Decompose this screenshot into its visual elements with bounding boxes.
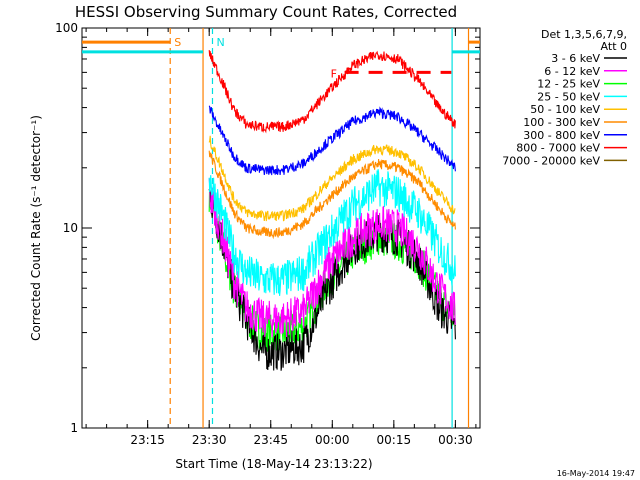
attenuator-lines	[82, 28, 480, 428]
series-line	[208, 169, 456, 296]
legend-label: 25 - 50 keV	[537, 90, 600, 103]
y-tick-label: 1	[70, 421, 78, 435]
series-line	[208, 50, 456, 134]
x-tick-label: 00:15	[377, 433, 412, 447]
legend-label: 6 - 12 keV	[544, 65, 600, 78]
legend-label: 12 - 25 keV	[537, 78, 600, 91]
state-marker-label: F	[331, 67, 337, 80]
legend-label: 800 - 7000 keV	[516, 142, 600, 155]
x-axis: 23:15 23:30 23:45 00:00 00:15 00:30	[85, 28, 477, 447]
state-marker-label: N	[216, 36, 224, 49]
y-axis: 1 10 100	[55, 21, 480, 435]
legend-label: 3 - 6 keV	[551, 52, 600, 65]
x-axis-label: Start Time (18-May-14 23:13:22)	[175, 457, 372, 471]
state-markers: S N F	[174, 36, 337, 80]
y-tick-label: 10	[63, 221, 78, 235]
series-group	[208, 50, 456, 371]
x-tick-label: 23:45	[253, 433, 288, 447]
timestamp: 16-May-2014 19:47	[557, 469, 635, 478]
legend-label: 300 - 800 keV	[523, 129, 600, 142]
x-tick-label: 00:30	[438, 433, 473, 447]
chart-title: HESSI Observing Summary Count Rates, Cor…	[75, 3, 457, 21]
x-tick-label: 23:30	[192, 433, 227, 447]
x-tick-label: 00:00	[315, 433, 350, 447]
series-line	[208, 105, 456, 176]
legend-header: Att 0	[601, 40, 627, 53]
state-marker-label: S	[174, 36, 181, 49]
legend-label: 100 - 300 keV	[523, 116, 600, 129]
legend-label: 50 - 100 keV	[530, 103, 600, 116]
series-line	[208, 150, 456, 240]
series-line	[208, 178, 456, 338]
series-line	[208, 135, 456, 222]
x-tick-label: 23:15	[130, 433, 165, 447]
legend-header: Det 1,3,5,6,7,9,	[541, 28, 627, 41]
legend-label: 7000 - 20000 keV	[502, 154, 600, 167]
y-tick-label: 100	[55, 21, 78, 35]
y-axis-label: Corrected Count Rate (s⁻¹ detector⁻¹)	[29, 115, 43, 341]
